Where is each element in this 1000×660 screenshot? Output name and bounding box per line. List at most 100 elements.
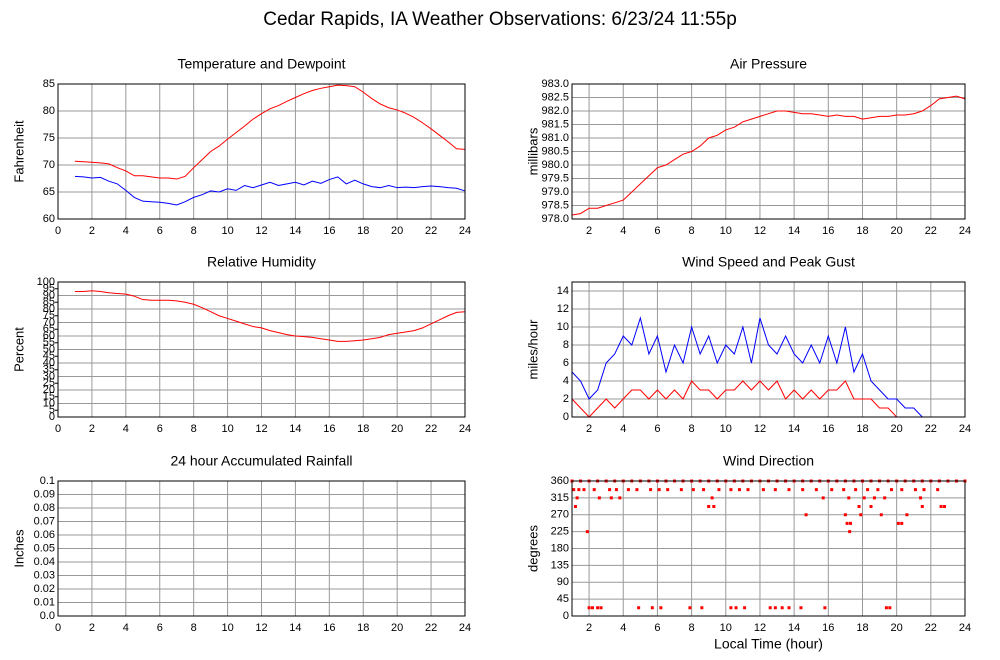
x-tick-label: 4 <box>123 622 129 634</box>
x-tick-label: 18 <box>856 423 868 435</box>
x-tick-label: 20 <box>891 423 903 435</box>
x-tick-label: 22 <box>925 225 937 237</box>
x-tick-label: 6 <box>654 225 660 237</box>
x-tick-label: 18 <box>357 225 369 237</box>
x-tick-label: 24 <box>459 225 471 237</box>
data-point <box>842 488 846 492</box>
x-tick-label: 22 <box>925 622 937 634</box>
data-point <box>939 505 943 508</box>
data-point <box>729 488 733 492</box>
data-point <box>780 606 784 610</box>
y-tick-label: 0.09 <box>34 488 55 500</box>
data-point <box>688 606 692 610</box>
y-tick-label: 70 <box>43 159 55 171</box>
y-tick-label: 0.01 <box>34 596 55 608</box>
y-tick-label: 981.5 <box>541 118 569 130</box>
y-tick-label: 6 <box>563 357 569 369</box>
y-tick-label: 25 <box>43 377 55 389</box>
x-tick-label: 10 <box>221 225 233 237</box>
y-tick-label: 70 <box>43 316 55 328</box>
y-axis-label: Percent <box>11 327 26 372</box>
y-tick-label: 4 <box>563 375 569 387</box>
y-axis-label: Inches <box>11 529 26 568</box>
x-tick-label: 8 <box>689 423 695 435</box>
x-tick-label: 12 <box>754 225 766 237</box>
x-tick-label: 24 <box>959 225 971 237</box>
x-tick-label: 4 <box>123 423 129 435</box>
y-tick-label: 135 <box>551 559 569 571</box>
data-point <box>609 496 613 500</box>
panel-title: Wind Direction <box>723 453 814 469</box>
x-tick-label: 4 <box>620 423 626 435</box>
x-tick-label: 10 <box>720 423 732 435</box>
data-point <box>919 496 923 500</box>
data-point <box>637 606 641 610</box>
data-point <box>737 488 741 492</box>
y-tick-label: 979.5 <box>541 172 569 184</box>
data-point <box>848 530 852 534</box>
y-tick-label: 0.05 <box>34 542 55 554</box>
data-point <box>913 488 917 492</box>
y-tick-label: 65 <box>43 323 55 335</box>
plot-area <box>572 282 965 417</box>
y-tick-label: 10 <box>43 397 55 409</box>
x-tick-label: 20 <box>891 225 903 237</box>
data-point <box>717 488 721 492</box>
data-point <box>830 488 834 492</box>
y-axis-label: millibars <box>525 127 540 175</box>
data-point <box>888 606 892 610</box>
data-line <box>571 95 966 216</box>
y-tick-label: 80 <box>43 105 55 117</box>
x-tick-label: 12 <box>255 423 267 435</box>
y-tick-label: 0.1 <box>40 475 55 487</box>
y-tick-label: 0 <box>49 411 55 423</box>
y-tick-label: 982.0 <box>541 105 569 117</box>
x-tick-label: 8 <box>689 225 695 237</box>
data-point <box>572 488 576 492</box>
x-tick-label: 2 <box>89 423 95 435</box>
x-tick-label: 22 <box>425 423 437 435</box>
x-tick-label: 6 <box>654 423 660 435</box>
x-tick-label: 10 <box>221 622 233 634</box>
data-point <box>859 513 863 517</box>
data-point <box>707 505 711 508</box>
y-tick-label: 315 <box>551 492 569 504</box>
x-tick-label: 2 <box>586 225 592 237</box>
data-point <box>712 505 716 508</box>
data-point <box>734 606 738 610</box>
data-point <box>666 488 670 492</box>
data-point <box>847 496 851 500</box>
data-point <box>900 521 904 525</box>
y-tick-label: 50 <box>43 343 55 355</box>
plot-frame <box>57 281 466 418</box>
y-tick-label: 60 <box>43 213 55 225</box>
y-tick-label: 65 <box>43 186 55 198</box>
panel-title: Air Pressure <box>730 56 807 72</box>
y-tick-label: 45 <box>557 593 569 605</box>
y-tick-label: 80 <box>43 303 55 315</box>
data-point <box>614 488 618 492</box>
x-axis-label: Local Time (hour) <box>714 636 823 652</box>
x-tick-label: 4 <box>620 622 626 634</box>
data-point <box>823 606 827 610</box>
panel-title: Wind Speed and Peak Gust <box>682 254 855 270</box>
data-point <box>857 505 861 508</box>
y-tick-label: 90 <box>43 289 55 301</box>
y-tick-label: 95 <box>43 283 55 295</box>
x-tick-label: 2 <box>89 225 95 237</box>
data-point <box>596 606 600 610</box>
data-point <box>854 488 858 492</box>
data-point <box>879 513 883 517</box>
x-tick-label: 14 <box>788 423 800 435</box>
x-tick-label: 20 <box>391 225 403 237</box>
y-tick-label: 35 <box>43 364 55 376</box>
y-tick-label: 15 <box>43 391 55 403</box>
plot-frame <box>571 83 966 220</box>
data-point <box>872 496 876 500</box>
y-tick-label: 0.04 <box>34 556 55 568</box>
y-tick-label: 20 <box>43 384 55 396</box>
data-point <box>942 505 946 508</box>
x-tick-label: 22 <box>925 423 937 435</box>
